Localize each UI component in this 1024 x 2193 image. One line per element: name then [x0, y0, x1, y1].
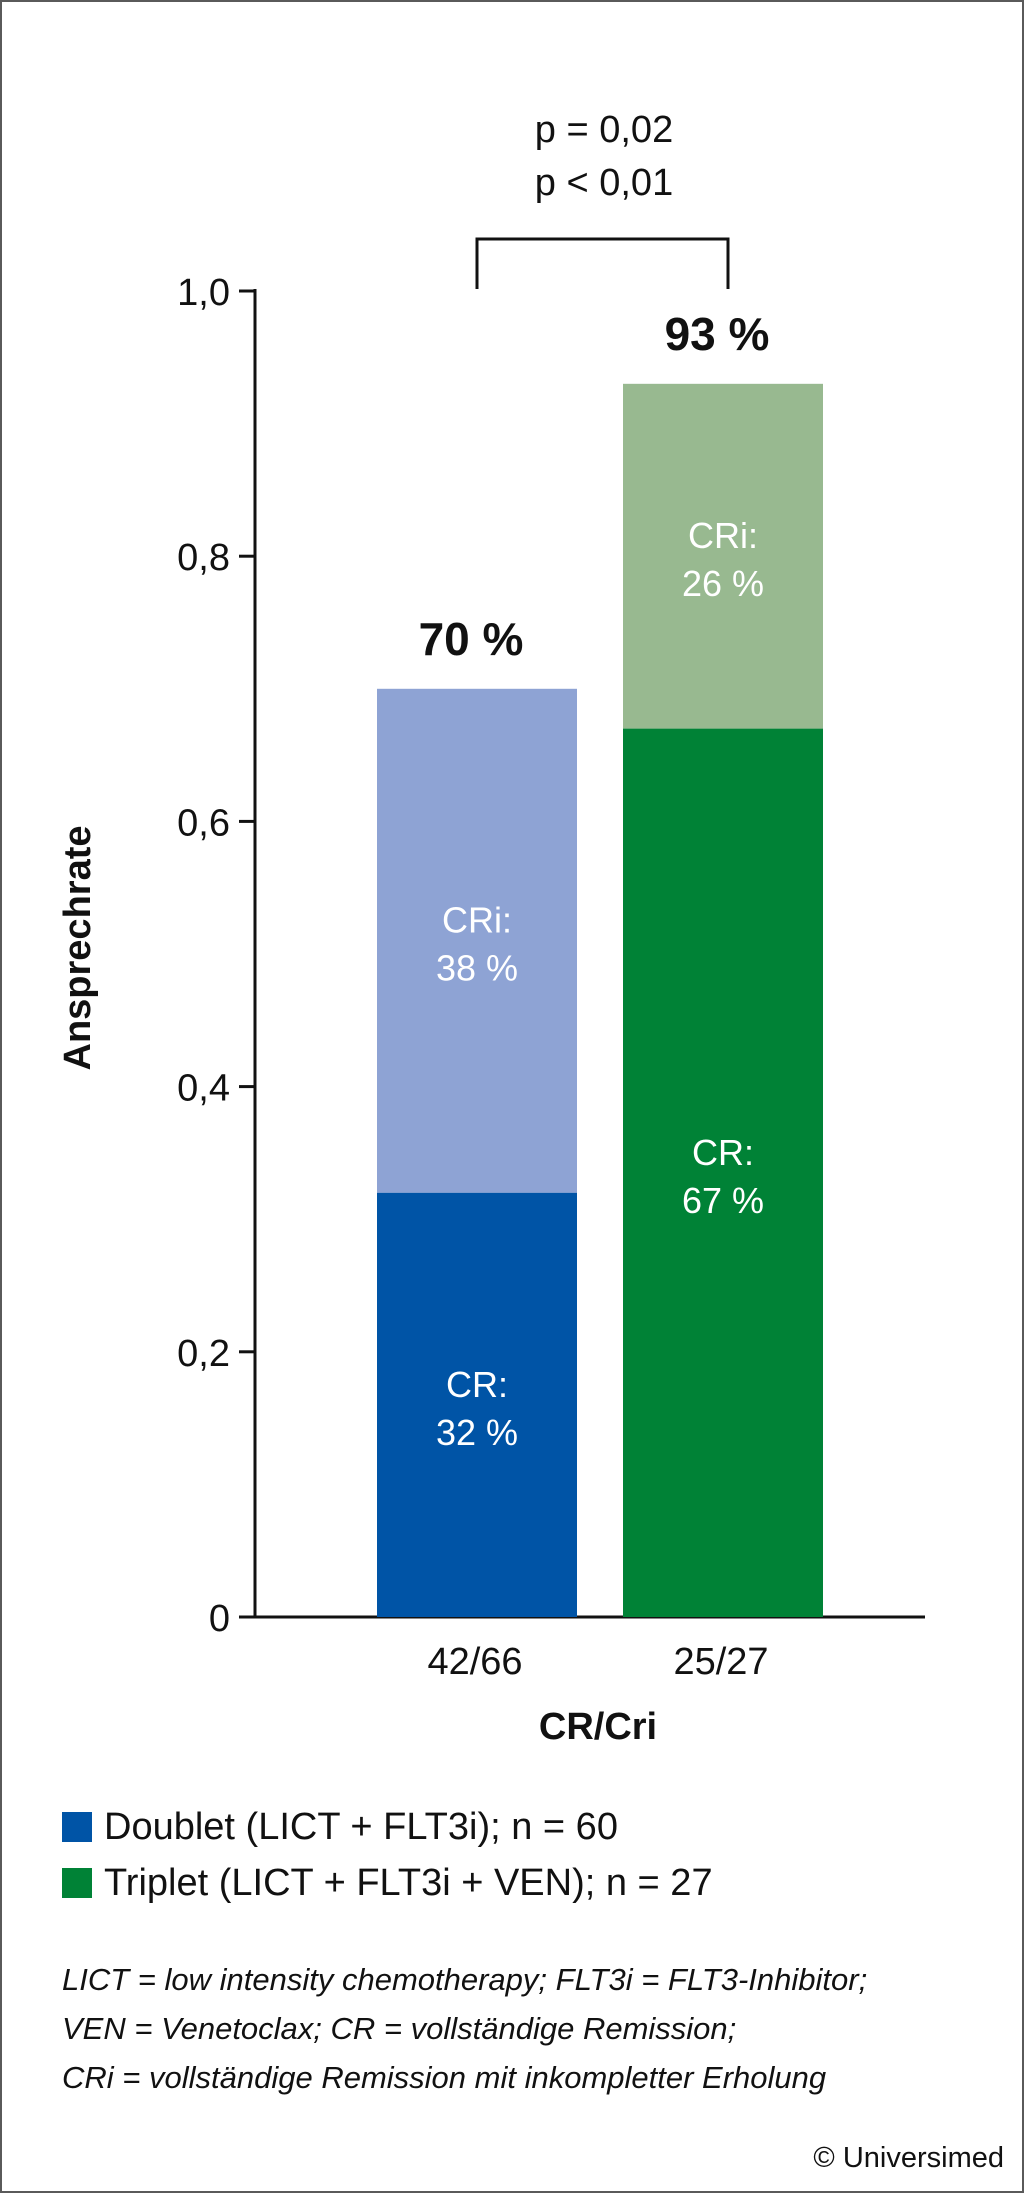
- significance-bracket: [475, 237, 730, 289]
- legend-label-doublet: Doublet (LICT + FLT3i); n = 60: [104, 1805, 618, 1848]
- segment-label: CRi:: [442, 900, 512, 941]
- bar-total-label: 70 %: [419, 613, 524, 665]
- legend-item-triplet: Triplet (LICT + FLT3i + VEN); n = 27: [62, 1855, 713, 1911]
- footnote-line-3: CRi = vollständige Remission mit inkompl…: [62, 2060, 827, 2095]
- segment-label: CRi:: [688, 515, 758, 556]
- x-tick-label: 42/66: [427, 1641, 522, 1683]
- legend-swatch-triplet: [62, 1868, 92, 1898]
- bar-segment: [377, 1192, 577, 1617]
- footnote-line-2: VEN = Venetoclax; CR = vollständige Remi…: [62, 2011, 737, 2046]
- bar-segment: [623, 728, 823, 1617]
- segment-label: CR:: [692, 1132, 754, 1173]
- segment-value-label: 67 %: [682, 1180, 764, 1221]
- x-axis-title: CR/Cri: [539, 1706, 657, 1748]
- y-tick-label: 0,6: [177, 802, 230, 844]
- footnote: LICT = low intensity chemotherapy; FLT3i…: [62, 1955, 1002, 2102]
- chart-svg: 0 0,2 0,4 0,6 0,8 1,0 Ansprechrate CR: 32 % CRi: 3…: [57, 109, 925, 1748]
- segment-value-label: 38 %: [436, 948, 518, 989]
- copyright: © Universimed: [813, 2142, 1004, 2174]
- y-tick-label: 0,4: [177, 1068, 230, 1110]
- segment-value-label: 32 %: [436, 1412, 518, 1453]
- legend-swatch-doublet: [62, 1812, 92, 1842]
- legend-item-doublet: Doublet (LICT + FLT3i); n = 60: [62, 1799, 713, 1855]
- legend: Doublet (LICT + FLT3i); n = 60 Triplet (…: [62, 1799, 713, 1911]
- y-tick-label: 0: [209, 1598, 230, 1640]
- x-tick-label: 25/27: [673, 1641, 768, 1683]
- y-tick-label: 0,2: [177, 1333, 230, 1375]
- bar-segment: [377, 688, 577, 1193]
- p-value-label-1: p = 0,02: [535, 109, 673, 151]
- bar-segment: [623, 383, 823, 729]
- bar-total-label: 93 %: [665, 308, 770, 360]
- p-value-label-2: p < 0,01: [535, 162, 673, 204]
- segment-label: CR:: [446, 1364, 508, 1405]
- segment-value-label: 26 %: [682, 563, 764, 604]
- y-tick-label: 1,0: [177, 272, 230, 314]
- footnote-line-1: LICT = low intensity chemotherapy; FLT3i…: [62, 1962, 868, 1997]
- y-tick-label: 0,8: [177, 537, 230, 579]
- y-axis-title: Ansprechrate: [57, 826, 99, 1071]
- legend-label-triplet: Triplet (LICT + FLT3i + VEN); n = 27: [104, 1861, 713, 1904]
